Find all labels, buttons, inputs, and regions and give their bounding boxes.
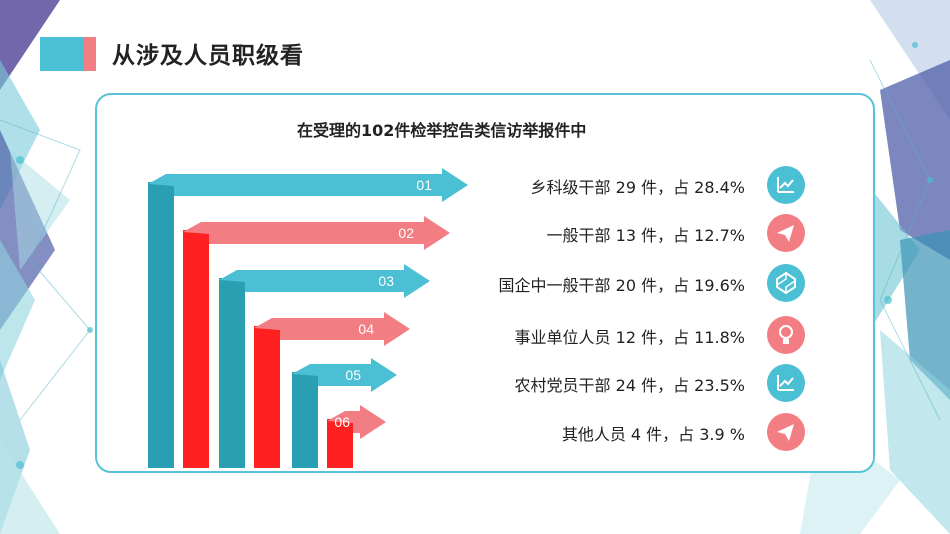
title-accent-mark xyxy=(40,37,96,71)
stair-post-1 xyxy=(148,182,174,468)
row-label-4: 事业单位人员 12 件，占 11.8% xyxy=(514,328,745,347)
paper-plane-icon xyxy=(767,413,805,451)
stair-arrow-6 xyxy=(327,405,386,439)
stair-post-6 xyxy=(327,419,353,468)
row-label-3: 国企中一般干部 20 件，占 19.6% xyxy=(498,276,745,295)
arrow-number-5: 05 xyxy=(345,367,361,383)
chart-trend-icon xyxy=(767,166,805,204)
arrow-number-6: 06 xyxy=(334,414,350,430)
page-title: 从涉及人员职级看 xyxy=(112,43,304,69)
stair-arrow-3 xyxy=(219,264,430,298)
arrow-number-1: 01 xyxy=(416,177,432,193)
lightbulb-icon xyxy=(767,316,805,354)
arrow-number-3: 03 xyxy=(378,273,394,289)
row-label-2: 一般干部 13 件，占 12.7% xyxy=(546,226,745,245)
row-label-5: 农村党员干部 24 件，占 23.5% xyxy=(514,376,745,395)
panel-subtitle: 在受理的102件检举控告类信访举报件中 xyxy=(297,121,587,140)
stair-arrow-5 xyxy=(292,358,397,392)
stair-post-4 xyxy=(254,326,280,468)
stair-arrow-2 xyxy=(183,216,450,250)
arrow-number-4: 04 xyxy=(358,321,374,337)
arrow-number-2: 02 xyxy=(398,225,414,241)
stair-post-2 xyxy=(183,230,209,468)
paper-plane-icon xyxy=(767,214,805,252)
codepen-icon xyxy=(767,264,805,302)
row-label-1: 乡科级干部 29 件，占 28.4% xyxy=(530,178,745,197)
row-label-6: 其他人员 4 件，占 3.9 % xyxy=(561,425,745,444)
stair-post-3 xyxy=(219,278,245,468)
stair-arrow-4 xyxy=(254,312,410,346)
stair-post-5 xyxy=(292,372,318,468)
chart-trend-icon xyxy=(767,364,805,402)
stair-arrow-1 xyxy=(148,168,468,202)
